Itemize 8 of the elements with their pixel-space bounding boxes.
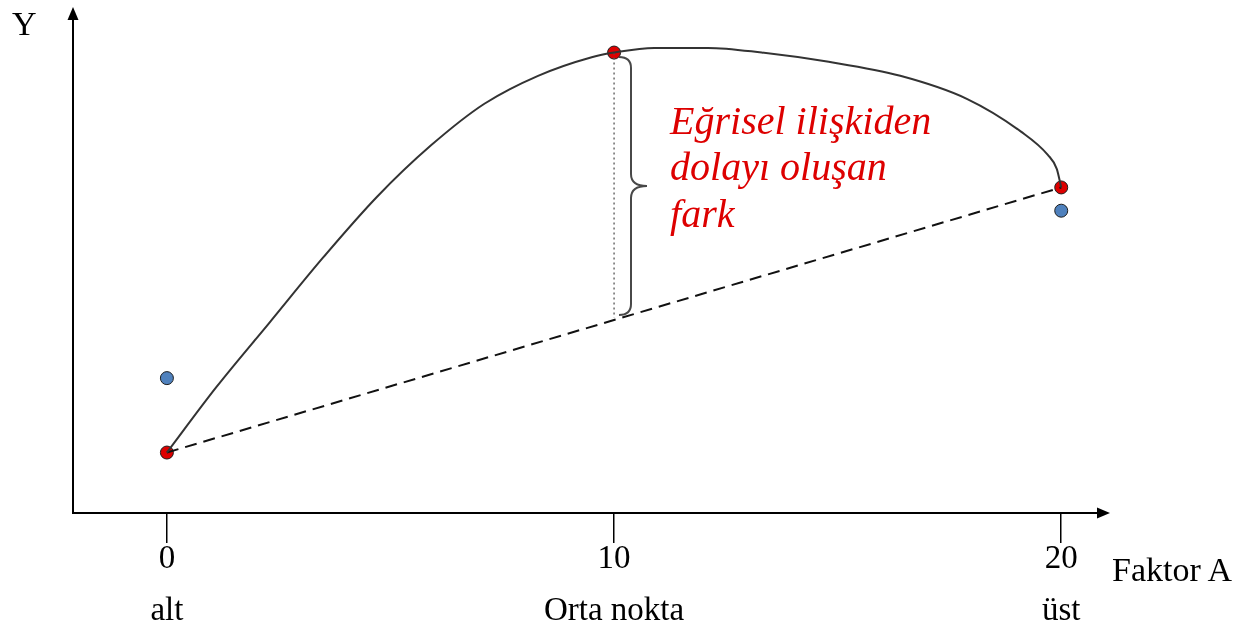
x-tick-label: 20 üst (1041, 538, 1081, 627)
point (159, 371, 174, 386)
point (1054, 203, 1069, 218)
y-axis-title: Y (12, 5, 37, 42)
annotation: Eğrisel ilişkiden dolayı oluşan fark (670, 97, 933, 238)
x-axis-title: Faktor A (1112, 551, 1232, 588)
x-tick-label: 0 alt (150, 538, 184, 627)
x-tick-label: 10 Orta nokta (543, 538, 685, 627)
